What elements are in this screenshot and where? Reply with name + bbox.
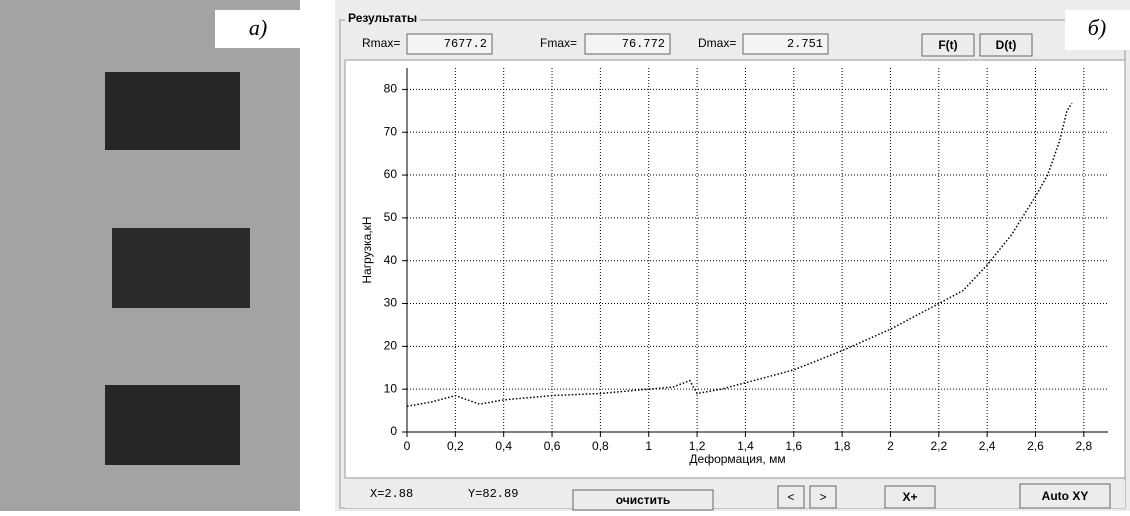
sample <box>105 385 240 465</box>
x-tick-label: 0,4 <box>495 439 512 453</box>
chart-area <box>345 60 1125 478</box>
y-tick-label: 40 <box>384 253 398 267</box>
x-tick-label: 0,6 <box>544 439 561 453</box>
sample <box>112 228 250 308</box>
status-y: Y=82.89 <box>468 487 518 501</box>
button-label[interactable]: F(t) <box>938 38 957 52</box>
y-axis-label: Нагрузка,кН <box>360 216 374 283</box>
y-tick-label: 70 <box>384 124 398 138</box>
x-tick-label: 2,2 <box>930 439 947 453</box>
readout-value: 76.772 <box>622 37 665 51</box>
x-tick-label: 2 <box>887 439 894 453</box>
x-tick-label: 0,2 <box>447 439 464 453</box>
x-tick-label: 1 <box>645 439 652 453</box>
label: а) <box>249 15 267 40</box>
button-label[interactable]: > <box>819 490 826 504</box>
x-tick-label: 0 <box>404 439 411 453</box>
x-tick-label: 1,2 <box>689 439 706 453</box>
x-tick-label: 2,6 <box>1027 439 1044 453</box>
x-tick-label: 2,8 <box>1075 439 1092 453</box>
button-label[interactable]: очистить <box>616 493 671 507</box>
y-tick-label: 20 <box>384 339 398 353</box>
button-label[interactable]: D(t) <box>996 38 1017 52</box>
y-tick-label: 30 <box>384 296 398 310</box>
x-tick-label: 0,8 <box>592 439 609 453</box>
x-tick-label: 1,6 <box>785 439 802 453</box>
status-bar <box>345 480 1125 508</box>
readout-value: 7677.2 <box>444 37 487 51</box>
x-tick-label: 1,8 <box>834 439 851 453</box>
button-label[interactable]: Auto XY <box>1042 489 1089 503</box>
y-tick-label: 60 <box>384 167 398 181</box>
readout-label: Dmax= <box>698 36 736 50</box>
y-tick-label: 0 <box>390 424 397 438</box>
page: а) Результаты б) X=2.88 Y=82.89 Rmax= 767… <box>0 0 1130 511</box>
y-tick-label: 50 <box>384 210 398 224</box>
x-tick-label: 2,4 <box>979 439 996 453</box>
readout-label: Fmax= <box>540 36 577 50</box>
readout-value: 2.751 <box>787 37 823 51</box>
x-axis-label: Деформация, мм <box>689 452 785 466</box>
x-tick-label: 1,4 <box>737 439 754 453</box>
group-title: Результаты <box>348 11 417 25</box>
y-tick-label: 80 <box>384 82 398 96</box>
sample <box>105 72 240 150</box>
label: б) <box>1088 15 1106 40</box>
status-x: X=2.88 <box>370 487 413 501</box>
readout-label: Rmax= <box>362 36 400 50</box>
y-tick-label: 10 <box>384 381 398 395</box>
button-label[interactable]: X+ <box>902 490 917 504</box>
button-label[interactable]: < <box>787 490 794 504</box>
